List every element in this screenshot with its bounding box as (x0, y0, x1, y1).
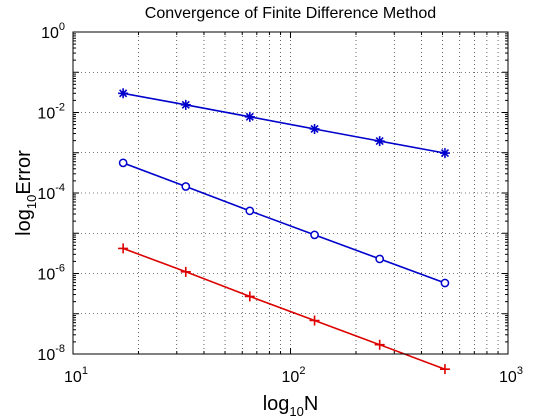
series-line-2 (122, 162, 446, 284)
series-line-1 (122, 92, 446, 154)
y-tick-label-exponent: -2 (55, 102, 65, 114)
x-tick-label: 102 (282, 365, 306, 386)
data-point-circle (310, 230, 319, 240)
y-tick-label-exponent: -4 (55, 182, 65, 194)
x-axis-label-sub: 10 (289, 404, 303, 419)
chart-title: Convergence of Finite Difference Method (145, 5, 436, 22)
y-axis-label-sub: 10 (24, 195, 39, 209)
y-tick-label-base: 10 (37, 106, 55, 123)
y-tick-label: 100 (41, 21, 65, 42)
series-line-3 (122, 247, 446, 370)
data-point-circle (440, 278, 450, 288)
series-layer (118, 88, 450, 375)
y-tick-label-base: 10 (37, 267, 55, 284)
y-tick-label-exponent: -6 (55, 263, 65, 275)
y-tick-label-base: 10 (37, 347, 55, 364)
y-tick-label-exponent: 0 (59, 21, 65, 33)
data-point-star (118, 88, 129, 99)
y-axis-label: log10Error (13, 150, 39, 236)
data-point-circle (118, 158, 128, 168)
y-tick-label: 10-4 (37, 182, 65, 203)
y-tick-label-base: 10 (37, 186, 55, 203)
data-point-circle (245, 206, 255, 216)
x-tick-label: 103 (499, 365, 523, 386)
y-tick-label: 10-8 (37, 343, 65, 364)
y-tick-label: 10-6 (37, 263, 65, 284)
data-point-star (309, 123, 320, 134)
data-point-star (180, 99, 191, 110)
data-point-plus (118, 243, 129, 254)
data-point-star (244, 111, 255, 122)
y-axis-label-main: log (13, 209, 35, 236)
data-point-plus (244, 291, 255, 302)
x-tick-label-base: 10 (64, 369, 82, 386)
x-axis-label: log10N (263, 393, 319, 419)
x-axis-label-rest: N (304, 393, 318, 415)
x-tick-label-exponent: 3 (517, 365, 523, 377)
x-tick-label: 101 (64, 365, 88, 386)
y-tick-label-base: 10 (41, 25, 59, 42)
data-point-plus (180, 266, 191, 277)
data-point-plus (374, 339, 385, 350)
data-point-plus (439, 364, 450, 375)
x-tick-label-exponent: 1 (82, 365, 88, 377)
data-point-circle (375, 254, 385, 264)
x-tick-label-base: 10 (499, 369, 517, 386)
data-point-star (439, 148, 450, 159)
data-point-circle (181, 182, 191, 191)
x-tick-label-exponent: 2 (299, 365, 305, 377)
x-tick-label-base: 10 (282, 369, 300, 386)
y-axis-label-rest: Error (13, 150, 35, 195)
x-axis-label-main: log (263, 393, 290, 415)
y-tick-label: 10-2 (37, 102, 65, 123)
grid (73, 32, 508, 354)
data-point-plus (309, 315, 320, 326)
y-tick-label-exponent: -8 (55, 343, 65, 355)
data-point-star (374, 136, 385, 147)
